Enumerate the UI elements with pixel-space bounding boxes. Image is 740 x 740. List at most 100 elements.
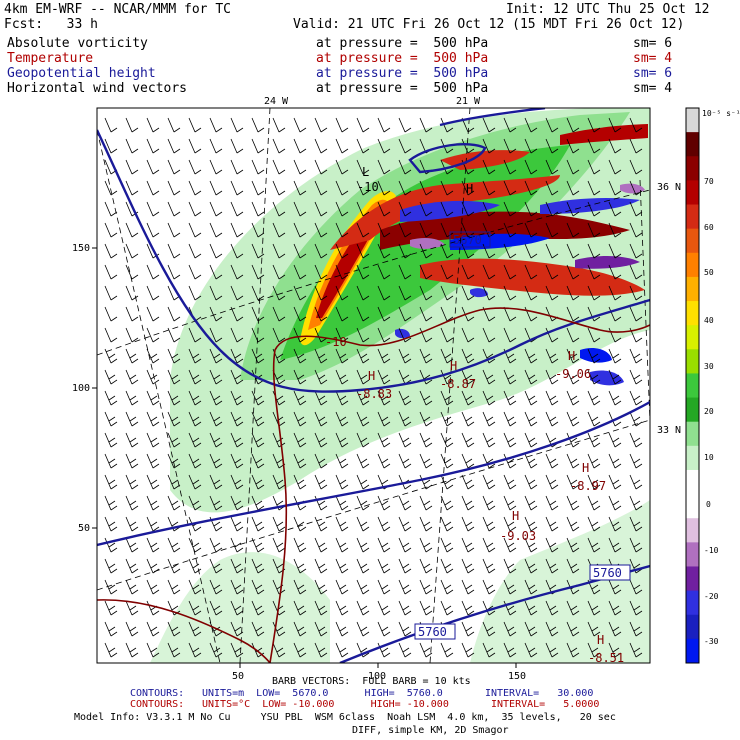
wind-barb (524, 138, 538, 154)
wind-barb (377, 264, 391, 280)
height-label-3: 5670 (449, 231, 491, 248)
vorticity-shade-negative (400, 200, 500, 222)
wind-barb (440, 201, 454, 217)
wind-barb (209, 495, 223, 511)
wind-barb (209, 453, 223, 469)
temperature-contours (97, 307, 650, 663)
wind-barb (398, 453, 412, 469)
wind-barb (104, 411, 118, 427)
wind-barb (356, 348, 370, 364)
wind-barb (461, 369, 475, 385)
wind-barb (608, 159, 622, 175)
wind-barb (524, 621, 538, 637)
wind-barb (440, 537, 454, 553)
wind-barb (251, 432, 265, 448)
wind-barb (398, 495, 412, 511)
y-tick: 150 (72, 243, 90, 254)
wind-barb (503, 600, 517, 616)
wind-barb (587, 159, 601, 175)
wind-barb (545, 516, 559, 532)
wind-barb (356, 201, 370, 217)
wind-barb (251, 306, 265, 322)
wind-barb (314, 264, 328, 280)
wind-barb (125, 369, 139, 385)
wind-barb (503, 621, 517, 637)
contours-temp-label: CONTOURS: (130, 699, 185, 710)
wind-barb (566, 495, 580, 511)
wind-barb (209, 138, 223, 154)
wind-barb (566, 642, 580, 658)
wind-barb (272, 264, 286, 280)
barb-info: BARB VECTORS: FULL BARB = 10 kts (272, 676, 471, 687)
x-tick: 150 (508, 671, 526, 682)
wind-barb (629, 159, 643, 175)
wind-barb (125, 117, 139, 133)
wind-barb (419, 432, 433, 448)
wind-barb (482, 117, 496, 133)
colorbar-swatch (686, 252, 699, 278)
wind-barb (209, 180, 223, 196)
wind-barb (356, 327, 370, 343)
wind-barb (104, 327, 118, 343)
wind-barb (230, 453, 244, 469)
colorbar-swatch (686, 349, 699, 374)
wind-barb (188, 348, 202, 364)
wind-barb (167, 264, 181, 280)
wind-barb (566, 327, 580, 343)
wind-barb (335, 495, 349, 511)
wind-barb (146, 642, 160, 658)
wind-barb (335, 264, 349, 280)
wind-barb (146, 453, 160, 469)
wind-barb (335, 516, 349, 532)
wind-barb (566, 516, 580, 532)
wind-barb (629, 369, 643, 385)
wind-barb (335, 453, 349, 469)
map-frame (96, 107, 651, 664)
wind-barb (167, 453, 181, 469)
wind-barb (188, 369, 202, 385)
high-label: H (582, 461, 589, 475)
wind-barb (566, 180, 580, 196)
wind-barb (335, 600, 349, 616)
wind-barb (419, 117, 433, 133)
wind-barb (461, 285, 475, 301)
wind-barb (503, 117, 517, 133)
colorbar-swatch (686, 156, 699, 181)
model-info: Model Info: V3.3.1 M No Cu YSU PBL WSM 6… (74, 712, 616, 723)
wind-barb (125, 138, 139, 154)
wind-barb (335, 537, 349, 553)
wind-barb (461, 537, 475, 553)
wind-barb (356, 243, 370, 259)
wind-barb (545, 369, 559, 385)
wind-barb (230, 390, 244, 406)
temp-label: -8.83 (356, 387, 392, 401)
wind-barb (524, 201, 538, 217)
wind-barb (629, 495, 643, 511)
wind-barb (482, 390, 496, 406)
wind-barb (230, 201, 244, 217)
wind-barb (356, 579, 370, 595)
wind-barb (125, 600, 139, 616)
wind-barb (188, 243, 202, 259)
wind-barb (272, 117, 286, 133)
wind-barb (335, 579, 349, 595)
wind-barb (314, 474, 328, 490)
colorbar-swatch (686, 566, 699, 592)
wind-barb (230, 495, 244, 511)
wind-barb (167, 159, 181, 175)
wind-barb (125, 306, 139, 322)
temp-label: -10 (325, 335, 347, 349)
wind-barb (461, 495, 475, 511)
wind-barb (587, 348, 601, 364)
wind-barb (419, 180, 433, 196)
field-name-temperature: Temperature (7, 51, 94, 66)
x-tick: 50 (232, 671, 244, 682)
field-sm-geopotential: sm= 6 (633, 66, 673, 81)
temp-label: -9.03 (500, 529, 536, 543)
wind-barb (482, 642, 496, 658)
wind-barb (125, 537, 139, 553)
wind-barb (461, 621, 475, 637)
wind-barb (587, 411, 601, 427)
wind-barb (398, 348, 412, 364)
wind-barb (251, 453, 265, 469)
